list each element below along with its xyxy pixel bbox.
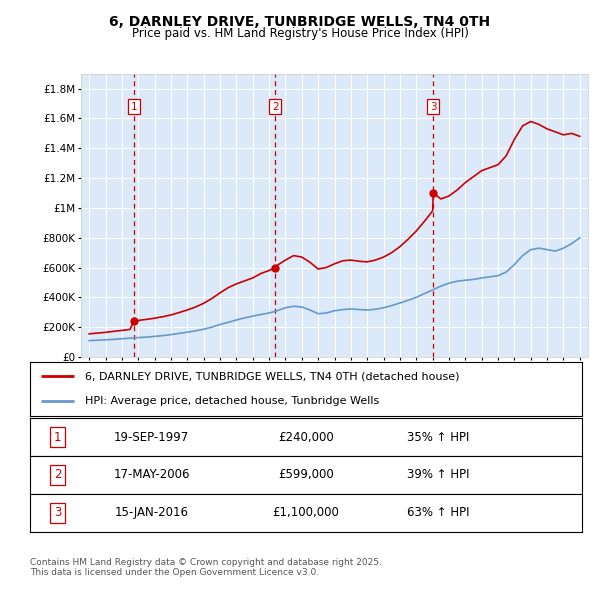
Text: 35% ↑ HPI: 35% ↑ HPI [407,431,470,444]
Text: £1,100,000: £1,100,000 [272,506,340,519]
Text: £599,000: £599,000 [278,468,334,481]
Text: 3: 3 [430,101,437,112]
Text: 6, DARNLEY DRIVE, TUNBRIDGE WELLS, TN4 0TH: 6, DARNLEY DRIVE, TUNBRIDGE WELLS, TN4 0… [109,15,491,29]
Text: 1: 1 [130,101,137,112]
Text: Contains HM Land Registry data © Crown copyright and database right 2025.
This d: Contains HM Land Registry data © Crown c… [30,558,382,577]
Point [428,188,438,198]
Text: Price paid vs. HM Land Registry's House Price Index (HPI): Price paid vs. HM Land Registry's House … [131,27,469,40]
Text: 17-MAY-2006: 17-MAY-2006 [113,468,190,481]
Text: 39% ↑ HPI: 39% ↑ HPI [407,468,470,481]
Text: 2: 2 [54,468,61,481]
Text: HPI: Average price, detached house, Tunbridge Wells: HPI: Average price, detached house, Tunb… [85,396,379,407]
Point [129,316,139,326]
Text: 6, DARNLEY DRIVE, TUNBRIDGE WELLS, TN4 0TH (detached house): 6, DARNLEY DRIVE, TUNBRIDGE WELLS, TN4 0… [85,371,460,381]
Text: £240,000: £240,000 [278,431,334,444]
Point [271,263,280,273]
Text: 63% ↑ HPI: 63% ↑ HPI [407,506,470,519]
Text: 19-SEP-1997: 19-SEP-1997 [114,431,189,444]
Text: 1: 1 [54,431,61,444]
Text: 15-JAN-2016: 15-JAN-2016 [115,506,188,519]
Text: 3: 3 [54,506,61,519]
Text: 2: 2 [272,101,278,112]
